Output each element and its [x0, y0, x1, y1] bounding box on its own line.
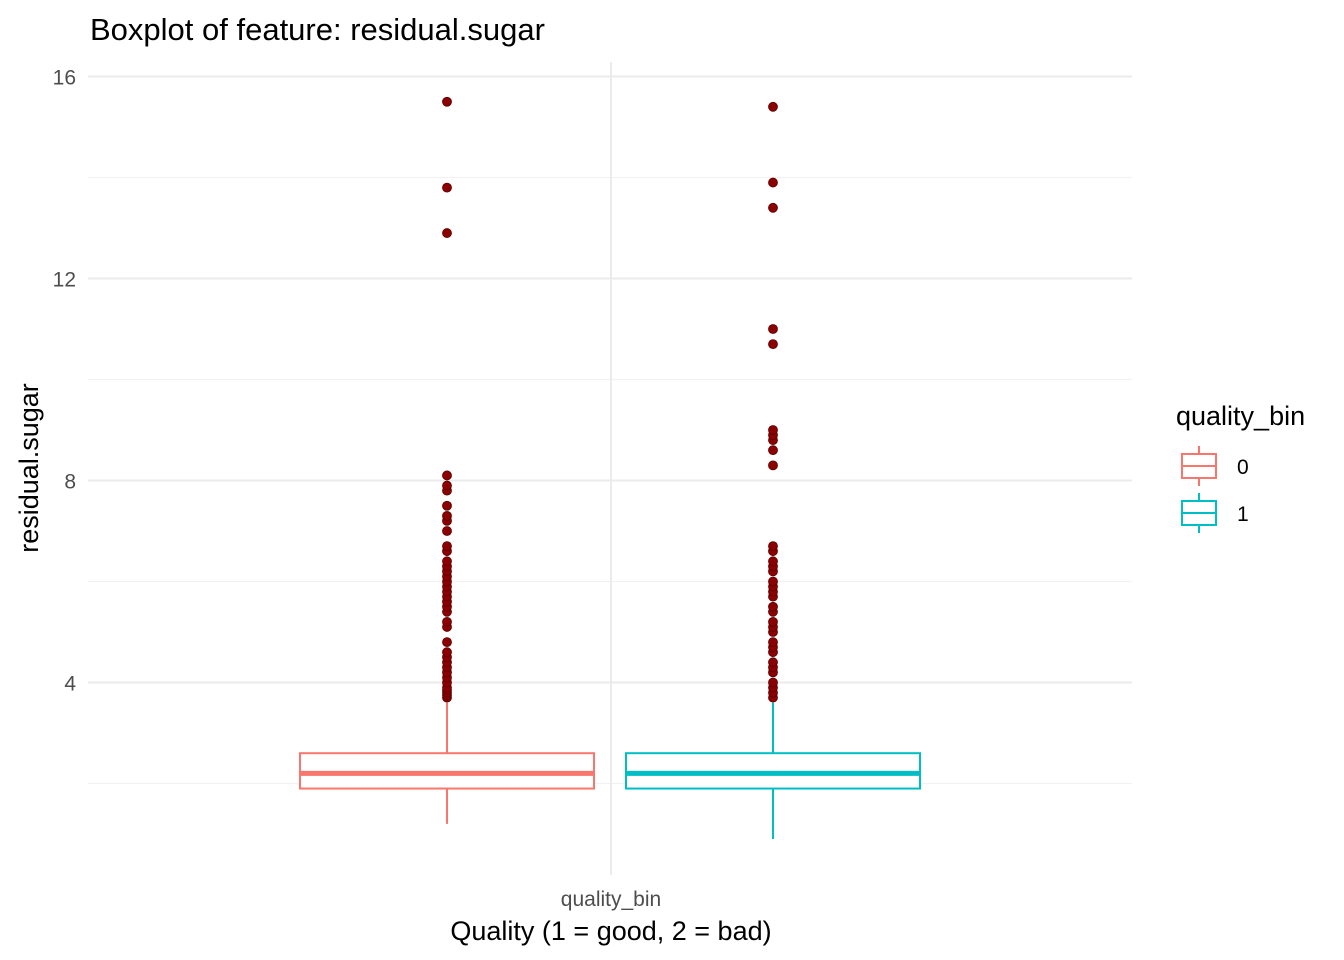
x-tick-label: quality_bin	[561, 888, 661, 911]
outlier-point	[442, 96, 452, 107]
outlier-point	[768, 425, 778, 435]
outlier-point	[442, 228, 452, 238]
outlier-point	[442, 182, 452, 193]
outlier-point	[442, 480, 452, 491]
outlier-point	[768, 677, 778, 688]
boxes	[299, 702, 921, 840]
outlier-points	[442, 96, 778, 703]
outlier-point	[442, 556, 452, 567]
outlier-point	[442, 470, 452, 481]
y-tick-label-8: 8	[64, 471, 76, 494]
legend-label-0: 0	[1237, 456, 1249, 479]
outliers-series-0	[442, 96, 452, 703]
outlier-point	[768, 101, 778, 112]
outlier-point	[442, 617, 452, 627]
outlier-point	[768, 339, 778, 350]
outlier-point	[768, 445, 778, 456]
legend-key-0: 0	[1181, 446, 1249, 486]
box-iqr	[625, 752, 921, 790]
outlier-point	[442, 526, 452, 536]
outlier-point	[768, 576, 778, 587]
outlier-point	[768, 637, 778, 647]
x-axis-title: Quality (1 = good, 2 = bad)	[450, 916, 771, 946]
legend-key-1: 1	[1181, 493, 1249, 533]
legend: quality_bin 0 1	[1176, 401, 1305, 533]
outlier-point	[442, 541, 452, 552]
y-tick-label-4: 4	[64, 673, 76, 696]
outlier-point	[768, 601, 778, 612]
box-series-0	[299, 702, 595, 824]
y-axis-ticks: 4 8 12 16	[53, 67, 77, 696]
outlier-point	[768, 617, 778, 627]
legend-title: quality_bin	[1176, 401, 1305, 431]
outlier-point	[442, 500, 452, 511]
y-tick-label-12: 12	[53, 269, 76, 292]
outlier-point	[768, 556, 778, 567]
outlier-point	[442, 510, 452, 521]
box-iqr	[299, 752, 595, 790]
outlier-point	[442, 647, 452, 658]
outlier-point	[768, 324, 778, 334]
outliers-series-1	[768, 101, 778, 703]
outlier-point	[768, 202, 778, 213]
outlier-point	[768, 460, 778, 471]
outlier-point	[768, 541, 778, 552]
chart-title: Boxplot of feature: residual.sugar	[90, 12, 545, 47]
outlier-point	[442, 637, 452, 647]
y-tick-label-16: 16	[53, 67, 76, 90]
legend-label-1: 1	[1237, 503, 1249, 526]
box-series-1	[625, 702, 921, 840]
y-axis-title: residual.sugar	[14, 383, 44, 553]
grid-lines	[88, 62, 1132, 875]
outlier-point	[768, 177, 778, 188]
outlier-point	[768, 657, 778, 668]
